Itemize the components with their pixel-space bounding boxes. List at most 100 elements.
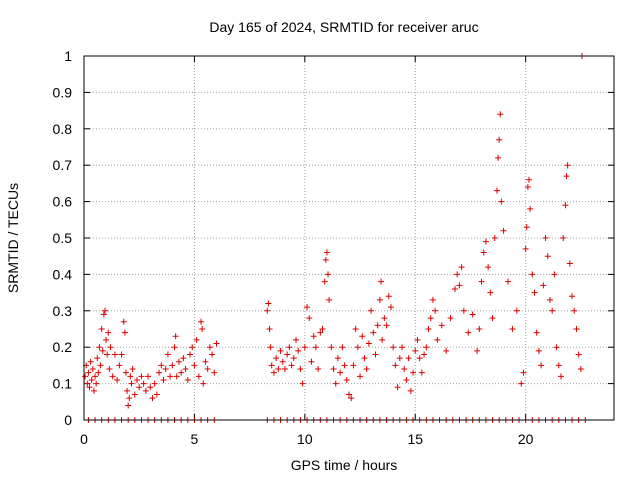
data-point [100, 311, 107, 318]
data-point [350, 362, 357, 369]
x-tick-label: 20 [518, 431, 534, 447]
data-point [372, 351, 379, 358]
data-point [542, 235, 549, 241]
data-point [573, 326, 580, 332]
data-point [96, 344, 103, 351]
x-tick-label: 15 [407, 431, 423, 447]
data-point [92, 373, 99, 380]
data-point [551, 271, 558, 278]
data-point [381, 315, 388, 322]
data-point [359, 333, 366, 340]
data-point [182, 366, 189, 373]
data-point [99, 347, 106, 354]
data-point [452, 285, 458, 292]
data-point [531, 289, 538, 296]
data-point [421, 351, 428, 358]
data-point [346, 391, 352, 398]
data-point [352, 326, 359, 332]
data-point [432, 307, 439, 314]
data-point [103, 336, 110, 343]
data-point [127, 373, 134, 380]
data-point [306, 315, 313, 322]
data-point [93, 380, 100, 387]
tick-labels: 00.10.20.30.40.50.60.70.80.910 5 10 15 20 [53, 48, 534, 447]
data-point [569, 293, 576, 300]
data-point [370, 329, 377, 336]
data-point [270, 369, 277, 376]
data-point [383, 322, 390, 329]
data-point [175, 358, 182, 365]
data-point [129, 366, 136, 373]
data-point [191, 362, 198, 369]
data-point [90, 387, 97, 394]
data-point [563, 173, 570, 180]
y-tick-label: 0.8 [53, 121, 73, 137]
y-tick-label: 0.7 [53, 157, 73, 173]
data-point [385, 293, 392, 300]
data-point [286, 344, 293, 351]
data-point [491, 235, 498, 241]
data-point [275, 366, 282, 373]
data-point [315, 366, 322, 373]
data-point [361, 355, 368, 362]
data-point [297, 366, 304, 373]
data-point [487, 289, 494, 296]
data-point [414, 336, 421, 343]
data-point [82, 373, 89, 380]
data-point [562, 202, 569, 209]
data-point [204, 366, 211, 373]
data-point [566, 260, 573, 267]
y-tick-label: 0.2 [53, 339, 73, 355]
data-point [480, 249, 487, 256]
data-point [107, 344, 114, 351]
data-point [323, 249, 330, 256]
data-point [206, 344, 213, 351]
data-point [575, 351, 582, 358]
plot-frame [83, 55, 615, 421]
data-point [379, 336, 386, 343]
data-point [407, 387, 414, 394]
data-point [498, 198, 505, 205]
data-point [529, 271, 536, 278]
data-point [116, 362, 123, 369]
data-point [198, 318, 205, 325]
data-point [485, 264, 492, 271]
data-point [354, 344, 361, 351]
data-point [456, 282, 463, 289]
data-point [555, 362, 562, 369]
data-point [138, 373, 145, 380]
data-point [401, 366, 408, 373]
data-point [104, 351, 111, 358]
data-point [101, 307, 108, 314]
data-point [121, 329, 128, 336]
data-point [310, 333, 317, 340]
data-point [89, 366, 96, 373]
data-point [195, 373, 202, 380]
data-point [571, 307, 578, 314]
data-point [332, 380, 339, 387]
data-point [458, 264, 465, 271]
data-point [495, 154, 502, 161]
data-point [312, 344, 319, 351]
data-points [82, 53, 589, 423]
data-point [145, 373, 152, 380]
data-point [387, 304, 394, 311]
data-point [399, 344, 405, 351]
data-point [416, 355, 423, 362]
y-tick-label: 1 [64, 48, 72, 64]
data-point [524, 184, 531, 191]
data-point [98, 326, 105, 332]
data-point [268, 362, 275, 369]
data-point [423, 344, 430, 351]
data-point [167, 373, 174, 380]
data-point [478, 278, 485, 285]
data-point [151, 380, 158, 387]
data-point [328, 344, 335, 351]
data-point [447, 315, 454, 322]
data-point [95, 369, 102, 376]
data-point [209, 351, 216, 358]
data-point [178, 369, 185, 376]
data-point [412, 347, 419, 354]
data-point [140, 380, 147, 387]
